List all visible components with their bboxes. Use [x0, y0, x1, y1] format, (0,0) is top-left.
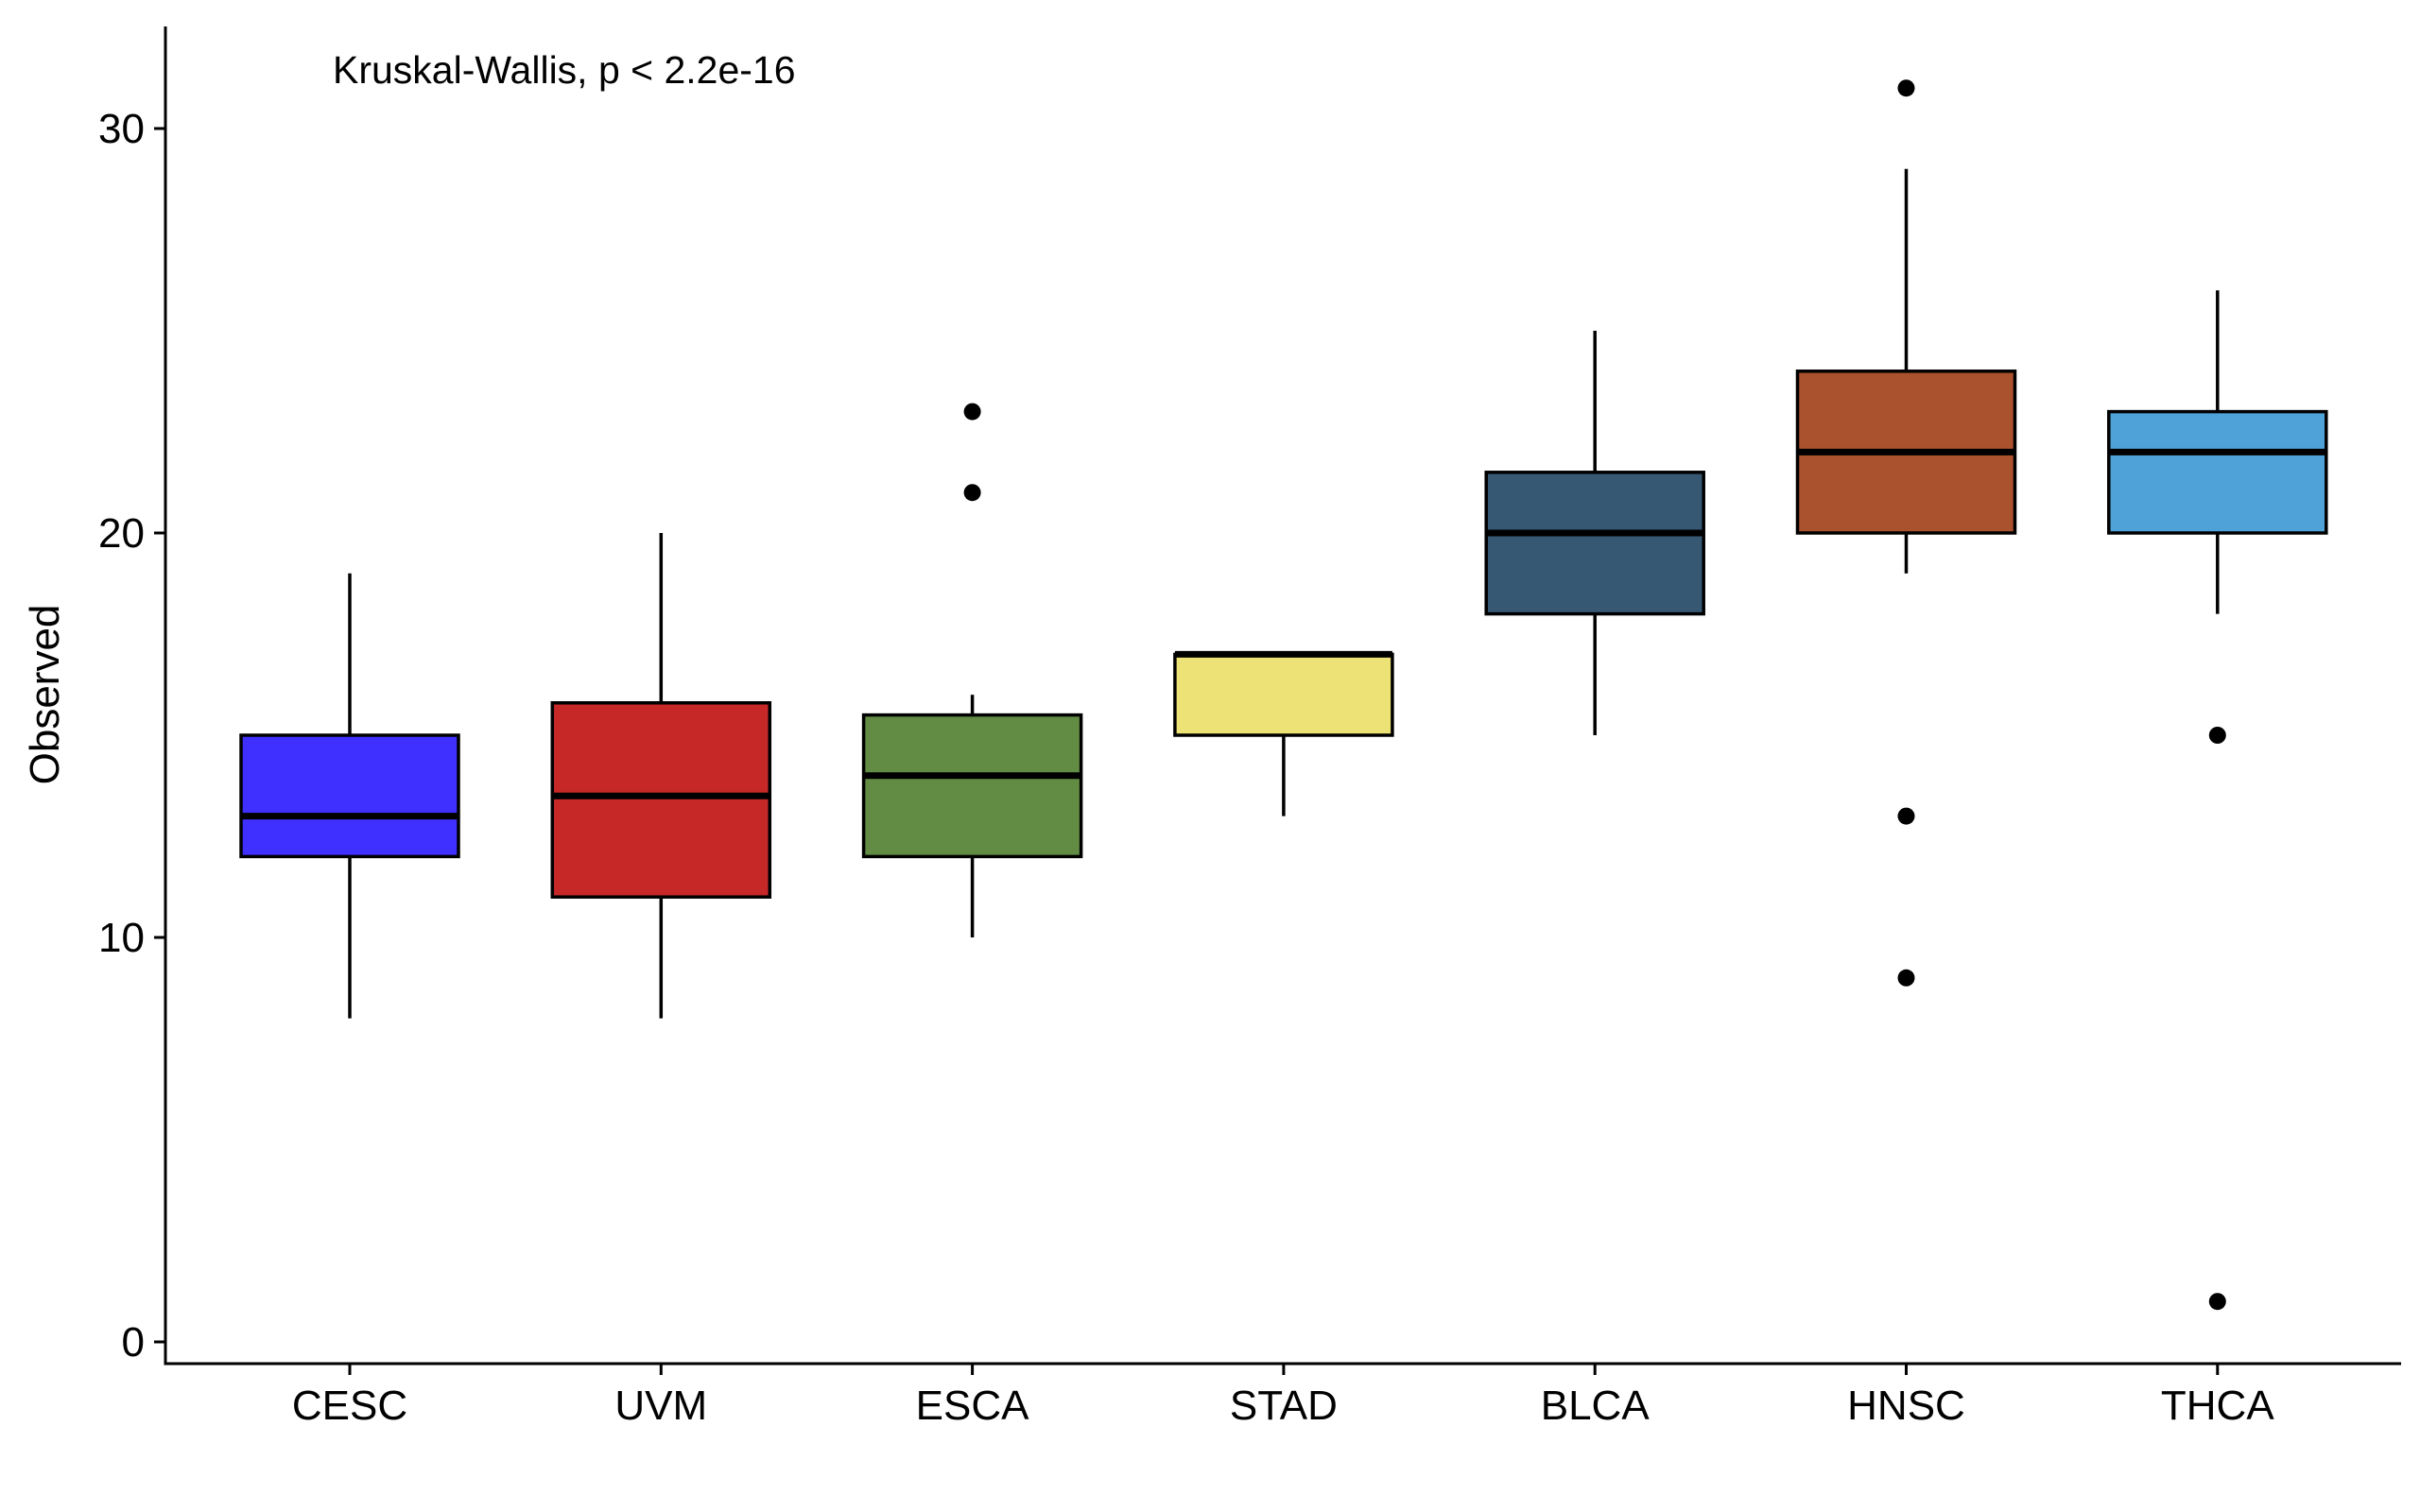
box-group-cesc [239, 573, 460, 1019]
outlier-point [963, 403, 981, 421]
box [550, 701, 772, 899]
y-axis-title: Observed [22, 605, 68, 785]
box [861, 713, 1083, 859]
stat-annotation: Kruskal-Wallis, p < 2.2e-16 [333, 48, 796, 92]
box [1173, 652, 1394, 737]
box-group-uvm [550, 533, 772, 1019]
boxes-layer [239, 79, 2328, 1311]
box-group-esca [861, 403, 1083, 937]
outlier-point [1897, 807, 1915, 825]
y-tick-label: 0 [122, 1319, 145, 1366]
box [2107, 409, 2328, 535]
x-tick-label: UVM [614, 1383, 707, 1429]
x-tick-label: ESCA [916, 1383, 1029, 1429]
y-tick-label: 30 [98, 106, 145, 152]
box-group-hnsc [1795, 79, 2017, 987]
box-group-stad [1173, 650, 1394, 816]
y-tick-label: 20 [98, 510, 145, 557]
box [239, 733, 460, 859]
outlier-point [1897, 79, 1915, 97]
x-tick-label: THCA [2161, 1383, 2274, 1429]
outlier-point [1897, 969, 1915, 987]
outlier-point [2208, 1293, 2226, 1311]
box-group-blca [1484, 331, 1705, 735]
y-tick-label: 10 [98, 915, 145, 961]
x-tick-label: HNSC [1847, 1383, 1965, 1429]
box-group-thca [2107, 290, 2328, 1311]
axes-layer: CESC UVM ESCA STAD BLCA HNSC THCA 0 10 20 30 [98, 26, 2401, 1429]
x-tick-label: BLCA [1541, 1383, 1651, 1429]
outlier-point [963, 484, 981, 502]
box [1484, 471, 1705, 616]
outlier-point [2208, 727, 2226, 744]
x-tick-label: CESC [292, 1383, 407, 1429]
x-tick-label: STAD [1230, 1383, 1338, 1429]
